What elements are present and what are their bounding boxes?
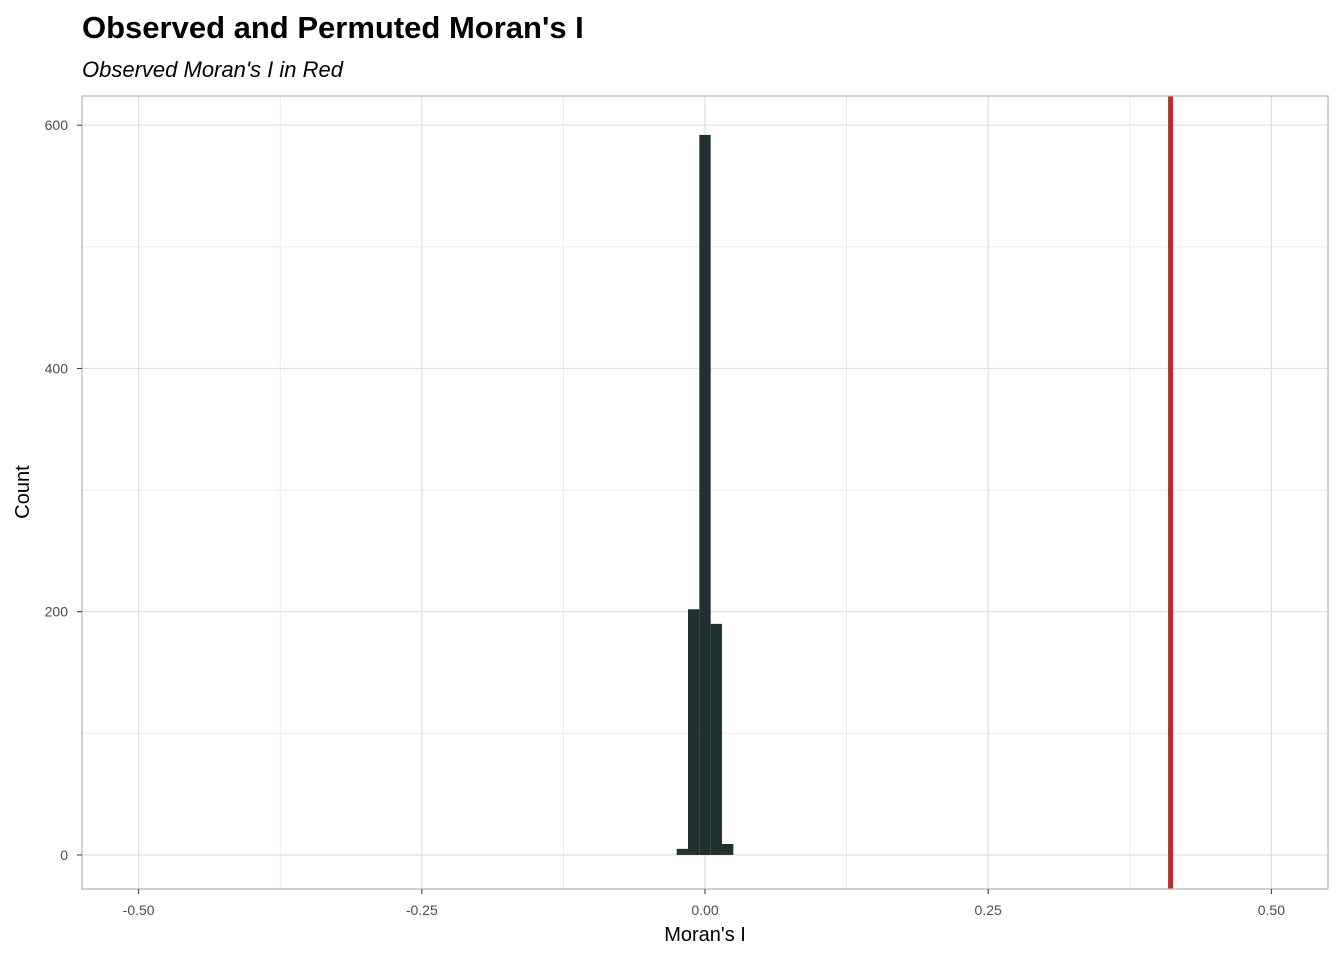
x-tick-label: 0.25 — [975, 902, 1002, 918]
x-tick-label: 0.50 — [1258, 902, 1285, 918]
x-tick-label: 0.00 — [691, 902, 718, 918]
y-tick-label: 200 — [45, 604, 69, 620]
y-tick-label: 400 — [45, 360, 69, 376]
histogram-bars — [676, 134, 734, 855]
histogram-bar — [676, 848, 689, 855]
histogram-bar — [710, 623, 722, 855]
y-tick-label: 0 — [60, 847, 68, 863]
chart-title: Observed and Permuted Moran's I — [82, 10, 584, 45]
x-axis-title: Moran's I — [664, 924, 746, 946]
chart-subtitle: Observed Moran's I in Red — [82, 57, 344, 82]
histogram-bar — [699, 134, 711, 855]
x-tick-label: -0.25 — [406, 902, 438, 918]
y-tick-label: 600 — [45, 117, 69, 133]
histogram-bar — [688, 609, 700, 855]
x-axis-ticks: -0.50 -0.25 0.00 0.25 0.50 — [123, 889, 1285, 918]
x-tick-label: -0.50 — [123, 902, 155, 918]
y-axis-title: Count — [12, 465, 34, 519]
histogram-bar — [721, 843, 734, 855]
y-axis-ticks: 0 200 400 600 — [45, 117, 82, 863]
